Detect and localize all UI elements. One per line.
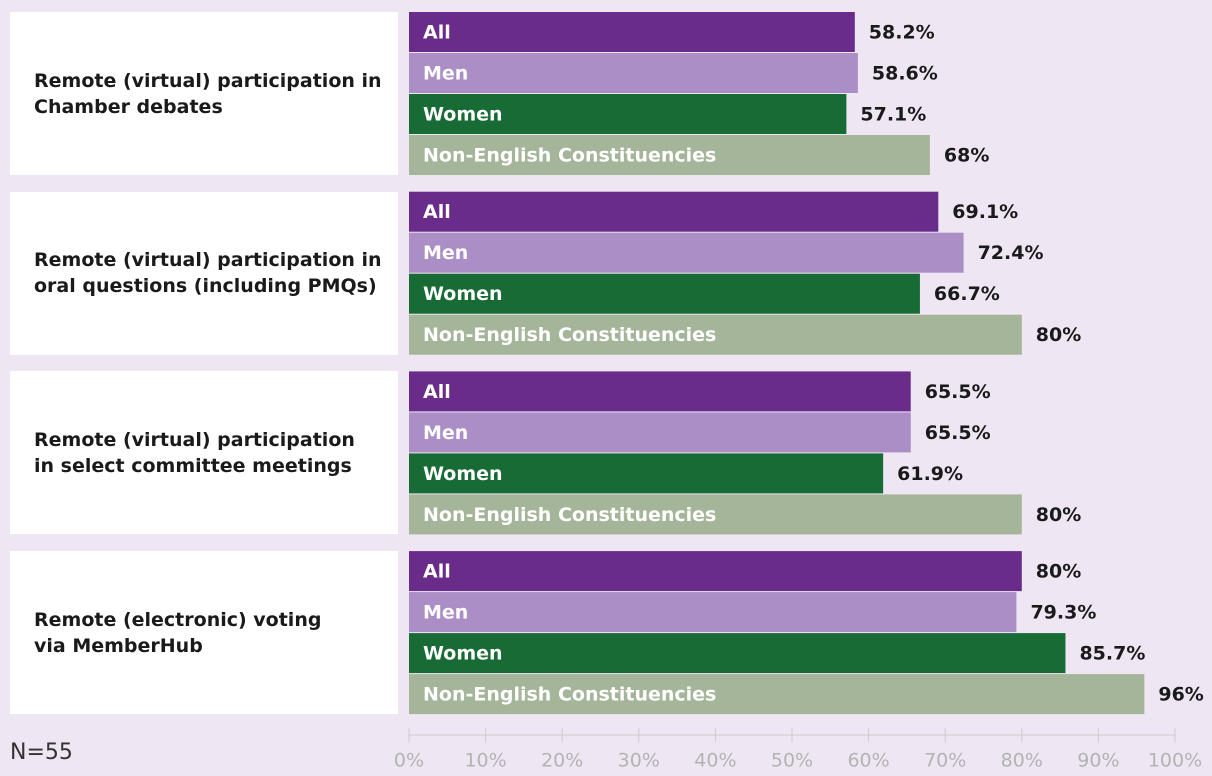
value-label: 58.6% bbox=[872, 63, 938, 85]
x-tick-label: 30% bbox=[618, 750, 660, 772]
value-label: 68% bbox=[944, 145, 989, 167]
series-label: Women bbox=[423, 104, 503, 126]
x-tick-label: 60% bbox=[847, 750, 889, 772]
bar bbox=[409, 674, 1145, 715]
annotation: N=55 bbox=[10, 740, 73, 765]
bar bbox=[409, 412, 911, 453]
value-label: 65.5% bbox=[925, 422, 991, 444]
bar bbox=[409, 371, 911, 412]
value-label: 85.7% bbox=[1079, 643, 1145, 665]
x-tick-label: 90% bbox=[1077, 750, 1119, 772]
series-label: Men bbox=[423, 422, 468, 444]
value-label: 72.4% bbox=[978, 242, 1044, 264]
bar bbox=[409, 232, 964, 273]
bar bbox=[409, 135, 930, 175]
x-tick-label: 0% bbox=[394, 750, 424, 772]
bar bbox=[409, 592, 1017, 633]
series-label: Non-English Constituencies bbox=[423, 145, 716, 167]
series-label: All bbox=[423, 561, 451, 583]
x-tick-label: 40% bbox=[694, 750, 736, 772]
bar bbox=[409, 53, 858, 93]
x-tick-label: 20% bbox=[541, 750, 583, 772]
bar bbox=[409, 494, 1022, 535]
series-label: Non-English Constituencies bbox=[423, 504, 716, 526]
series-label: Women bbox=[423, 463, 503, 485]
series-label: All bbox=[423, 22, 451, 44]
series-label: Men bbox=[423, 602, 468, 624]
value-label: 80% bbox=[1036, 504, 1081, 526]
bar bbox=[409, 633, 1066, 674]
value-label: 69.1% bbox=[952, 201, 1018, 223]
category-label: Remote (virtual) participation in Chambe… bbox=[10, 12, 398, 175]
x-tick-label: 100% bbox=[1148, 750, 1202, 772]
series-label: Men bbox=[423, 63, 468, 85]
bar bbox=[409, 191, 939, 232]
value-label: 65.5% bbox=[925, 381, 991, 403]
value-label: 57.1% bbox=[860, 104, 926, 126]
series-label: Women bbox=[423, 643, 503, 665]
bar bbox=[409, 94, 847, 134]
bar bbox=[409, 12, 855, 52]
series-label: Men bbox=[423, 242, 468, 264]
value-label: 66.7% bbox=[934, 283, 1000, 305]
bar bbox=[409, 273, 920, 314]
series-label: Non-English Constituencies bbox=[423, 324, 716, 346]
category-label: Remote (virtual) participation in oral q… bbox=[10, 191, 398, 355]
value-label: 80% bbox=[1036, 324, 1081, 346]
value-label: 58.2% bbox=[869, 22, 935, 44]
bar bbox=[409, 314, 1022, 355]
category-label: Remote (virtual) participation in select… bbox=[10, 371, 398, 535]
series-label: All bbox=[423, 381, 451, 403]
value-label: 61.9% bbox=[897, 463, 963, 485]
bar bbox=[409, 551, 1022, 592]
series-label: All bbox=[423, 201, 451, 223]
value-label: 96% bbox=[1158, 684, 1203, 706]
series-label: Non-English Constituencies bbox=[423, 684, 716, 706]
value-label: 79.3% bbox=[1030, 602, 1096, 624]
x-tick-label: 10% bbox=[464, 750, 506, 772]
value-label: 80% bbox=[1036, 561, 1081, 583]
x-tick-label: 50% bbox=[771, 750, 813, 772]
bar bbox=[409, 453, 884, 494]
series-label: Women bbox=[423, 283, 503, 305]
category-label: Remote (electronic) voting via MemberHub bbox=[10, 551, 398, 715]
x-tick-label: 70% bbox=[924, 750, 966, 772]
x-tick-label: 80% bbox=[1001, 750, 1043, 772]
